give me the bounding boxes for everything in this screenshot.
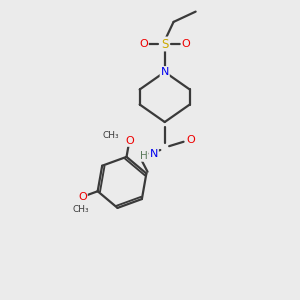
Text: CH₃: CH₃ [103, 130, 119, 140]
Text: N: N [150, 149, 158, 159]
Text: N: N [160, 67, 169, 77]
Text: CH₃: CH₃ [73, 205, 89, 214]
Text: O: O [186, 135, 195, 145]
Text: O: O [125, 136, 134, 146]
Text: O: O [139, 39, 148, 49]
Text: S: S [161, 38, 168, 50]
Text: O: O [78, 192, 87, 202]
Text: O: O [182, 39, 190, 49]
Text: H: H [140, 151, 147, 161]
